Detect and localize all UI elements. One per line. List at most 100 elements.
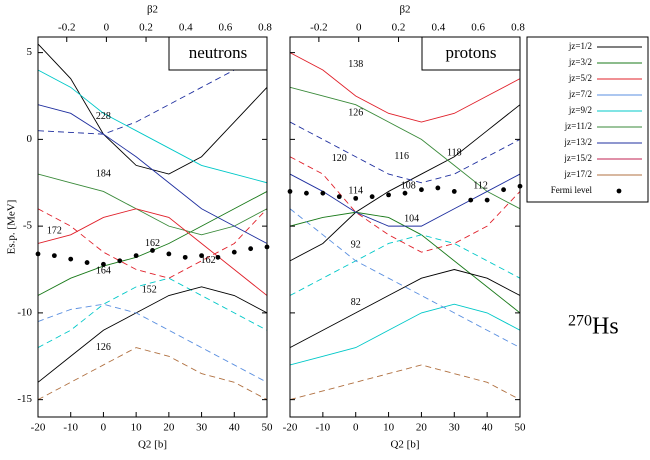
magic-number: 108 [401, 181, 416, 192]
fermi-point [402, 190, 408, 196]
level-curve [38, 173, 267, 236]
level-curve [290, 156, 520, 253]
y-tick-label: 5 [27, 46, 33, 58]
magic-number: 112 [473, 181, 488, 192]
level-curve [290, 269, 520, 348]
legend-swatch [616, 188, 622, 194]
fermi-point [117, 258, 123, 264]
fermi-point [101, 261, 106, 267]
level-curve [38, 303, 267, 383]
magic-number: 152 [142, 285, 157, 296]
level-curve [290, 364, 520, 401]
fermi-point [435, 185, 441, 191]
fermi-point [166, 251, 172, 257]
fermi-point [501, 187, 506, 193]
magic-number: 120 [332, 153, 347, 164]
fermi-point [451, 189, 457, 194]
magic-number: 164 [96, 266, 111, 277]
magic-number: 126 [348, 108, 363, 119]
legend-label: jz=1/2 [568, 41, 592, 51]
magic-number: 118 [447, 148, 462, 159]
level-curve [38, 347, 267, 401]
x-tick-label: -10 [316, 422, 331, 434]
x2-tick-label: 0.6 [471, 22, 485, 34]
x2-tick-label: 0.4 [179, 22, 193, 34]
fermi-point [215, 254, 221, 260]
panel-label: neutrons [189, 43, 248, 62]
level-curve [290, 173, 520, 227]
x2-axis-label: β2 [147, 4, 158, 16]
fermi-point [419, 187, 424, 193]
x-tick-label: 30 [196, 422, 208, 434]
x-tick-label: -20 [31, 422, 46, 434]
fermi-point [150, 248, 155, 253]
magic-number: 228 [96, 111, 111, 122]
y-tick-label: -15 [17, 393, 32, 405]
level-curve [290, 104, 520, 262]
fermi-point [248, 246, 254, 252]
x-axis-label: Q2 [b] [390, 439, 419, 451]
magic-number: 104 [404, 213, 419, 224]
level-curve [38, 208, 267, 279]
x2-tick-label: 0.2 [139, 22, 153, 34]
fermi-point [353, 195, 359, 201]
panel-label: protons [446, 43, 497, 62]
legend-label: jz=3/2 [568, 57, 592, 67]
legend-label: jz=7/2 [568, 89, 592, 99]
x2-tick-label: 0.6 [218, 22, 232, 34]
x-tick-label: -20 [283, 422, 298, 434]
panel-label-box [421, 36, 521, 71]
fermi-point [336, 194, 342, 200]
legend-label: jz=17/2 [563, 169, 592, 179]
x-tick-label: 50 [262, 422, 274, 434]
level-curve [290, 234, 520, 296]
x2-tick-label: 0.4 [431, 22, 445, 34]
y-axis-label: Es.p. [MeV] [6, 200, 18, 255]
x-axis-label: Q2 [b] [138, 439, 167, 451]
x2-tick-label: 0.8 [511, 22, 525, 34]
x-tick-label: 30 [449, 422, 461, 434]
magic-number: 184 [96, 168, 111, 179]
x2-tick-label: 0.2 [392, 22, 406, 34]
plot-area [38, 43, 267, 401]
level-curve [290, 86, 520, 210]
magic-number: 126 [96, 342, 111, 353]
plot-area [290, 52, 520, 401]
fermi-point [199, 253, 204, 259]
y-tick-label: -5 [23, 220, 33, 232]
y-tick-label: 0 [27, 133, 33, 145]
x2-tick-label: 0 [356, 22, 362, 34]
legend-label: jz=13/2 [563, 137, 592, 147]
fermi-point [182, 254, 188, 260]
x2-tick-label: -0.2 [58, 22, 75, 34]
legend-label: jz=11/2 [564, 121, 592, 131]
fermi-point [84, 260, 90, 265]
panel-label-box [168, 36, 268, 71]
fermi-point [468, 197, 474, 203]
level-curve [38, 52, 267, 135]
nucleus-symbol: Hs [592, 314, 619, 340]
magic-number: 162 [201, 255, 216, 266]
magic-number: 138 [348, 59, 363, 70]
x-tick-label: 40 [482, 422, 494, 434]
level-curve [38, 286, 267, 383]
y-tick-label: -10 [17, 306, 32, 318]
x2-axis-label: β2 [399, 4, 410, 16]
plot-frame [289, 36, 521, 418]
level-curve [290, 121, 520, 184]
x-tick-label: 20 [163, 422, 175, 434]
legend-label: jz=5/2 [568, 73, 592, 83]
magic-number: 116 [394, 151, 409, 162]
x2-tick-label: -0.2 [310, 22, 327, 34]
fermi-point [320, 190, 326, 196]
level-curve [38, 208, 267, 296]
magic-number: 162 [145, 238, 160, 249]
x-tick-label: 10 [131, 422, 143, 434]
fermi-point [51, 253, 57, 259]
x-tick-label: 20 [416, 422, 428, 434]
fermi-point [484, 197, 490, 203]
magic-number: 92 [351, 240, 361, 251]
x-tick-label: 10 [383, 422, 395, 434]
x2-tick-label: 0 [104, 22, 110, 34]
